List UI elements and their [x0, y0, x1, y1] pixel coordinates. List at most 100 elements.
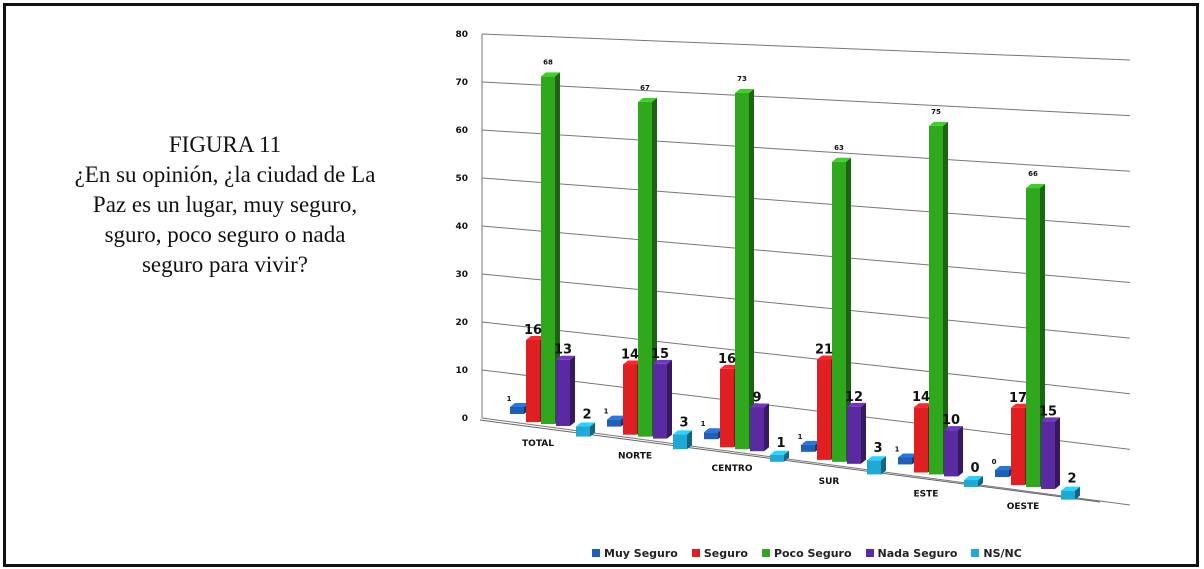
gridline [481, 321, 1131, 395]
data-label: 21 [815, 342, 833, 357]
bar-top [929, 121, 948, 126]
data-label: 3 [679, 415, 688, 430]
question-line-2: Paz es un lugar, muy seguro, [92, 192, 358, 217]
bar [556, 355, 575, 426]
bar-front [541, 76, 555, 425]
question-line-3: sguro, poco seguro o nada [104, 222, 346, 247]
bar-top [720, 364, 739, 369]
y-tick-label: 40 [455, 222, 468, 232]
y-tick-labels: 0 10 20 30 40 50 60 70 80 [455, 30, 468, 424]
bar-top [817, 355, 836, 360]
data-label: 12 [845, 390, 863, 405]
data-label: 75 [931, 108, 941, 116]
data-label: 0 [970, 461, 979, 476]
data-label: 13 [554, 343, 572, 358]
data-label: 16 [524, 323, 542, 338]
bar [673, 430, 692, 450]
legend-swatch [971, 549, 980, 557]
bar-top [576, 422, 595, 427]
bar-top [1061, 486, 1080, 491]
bar-top [556, 355, 575, 360]
bar-side [1075, 486, 1080, 500]
category-label: TOTAL [522, 439, 554, 449]
bar-side [861, 402, 866, 464]
category-label: NORTE [618, 452, 652, 462]
bar-top [750, 403, 769, 408]
gridline [481, 129, 1131, 172]
data-label: 10 [942, 413, 960, 428]
legend-swatch [691, 549, 700, 557]
bar-front [867, 460, 881, 475]
bar [770, 450, 789, 462]
bar-top [914, 403, 933, 408]
bar-side [846, 157, 851, 462]
bar-front [720, 368, 734, 448]
bar-top [623, 360, 642, 365]
bar-top [867, 456, 886, 461]
bar-front [750, 407, 764, 452]
bar [750, 403, 769, 452]
bar-front [1011, 407, 1025, 486]
legend-label: Poco Seguro [773, 546, 852, 560]
legend-label: Muy Seguro [604, 546, 678, 560]
bar [735, 89, 754, 450]
bar-top [944, 426, 963, 431]
bar [867, 456, 886, 475]
bar-side [1040, 184, 1045, 488]
bar-front [898, 457, 912, 465]
bar-side [784, 450, 789, 462]
bar-front [1026, 188, 1040, 488]
data-label: 67 [640, 84, 650, 92]
gridlines [481, 33, 1131, 506]
bar-front [653, 363, 667, 439]
bar-top [510, 403, 529, 407]
bar-front [638, 101, 652, 437]
y-tick-label: 0 [462, 414, 468, 424]
legend-swatch [761, 549, 770, 557]
data-label: 63 [834, 144, 844, 152]
bar-top [735, 89, 754, 94]
y-tick-label: 20 [455, 318, 468, 328]
data-label: 14 [912, 390, 930, 405]
bar-side [555, 72, 560, 425]
question-line-4: seguro para vivir? [141, 252, 309, 277]
bar-top [673, 430, 692, 435]
bar-side [881, 456, 886, 475]
bar-front [556, 359, 570, 426]
data-label: 1 [895, 445, 900, 453]
bar-side [958, 426, 963, 477]
legend-item: Muy Seguro [592, 547, 678, 560]
data-label: 3 [873, 441, 882, 456]
bar [847, 402, 866, 464]
data-label: 16 [718, 352, 736, 367]
data-label: 14 [621, 347, 639, 362]
bar-front [964, 480, 978, 488]
bar [929, 121, 948, 475]
bar-side [1055, 417, 1060, 490]
bar-front [526, 339, 540, 423]
data-label: 1 [604, 408, 609, 416]
bar [944, 426, 963, 477]
data-label: 66 [1028, 170, 1038, 178]
bar-top [653, 359, 672, 364]
bar-front [847, 406, 861, 464]
legend-item: Nada Seguro [865, 546, 958, 560]
legend-label: Nada Seguro [877, 546, 958, 560]
data-label: 2 [582, 407, 591, 422]
gridline [481, 33, 1131, 61]
legend-item: Seguro [691, 547, 748, 560]
bar-top [704, 428, 723, 433]
chart-legend: Muy Seguro Seguro Poco Seguro Nada Seguro NS… [592, 542, 1022, 564]
gridline [481, 225, 1131, 283]
bar-side [764, 403, 769, 452]
bar [1026, 184, 1045, 488]
bar-front [673, 434, 687, 450]
bar-front [1041, 421, 1055, 490]
bar-top [964, 476, 983, 481]
bar-side [652, 97, 657, 437]
bar [964, 476, 983, 488]
data-label: 73 [737, 75, 747, 83]
bar-side [570, 355, 575, 426]
floor-edge [479, 419, 1101, 503]
